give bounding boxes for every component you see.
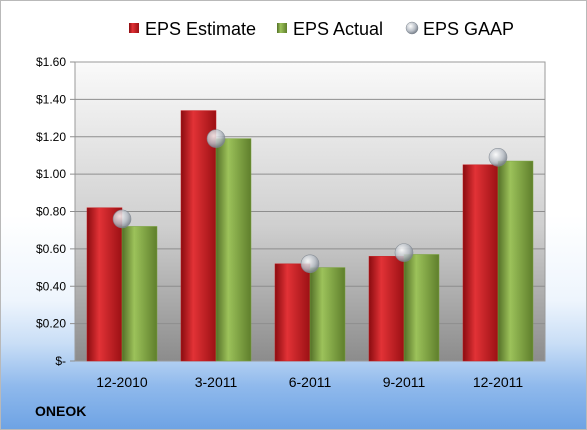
y-tick-label: $0.20 bbox=[36, 317, 66, 331]
eps-gaap-marker bbox=[300, 254, 320, 274]
eps-actual-bar bbox=[121, 226, 158, 362]
y-tick-label: $0.40 bbox=[36, 279, 66, 293]
bars bbox=[86, 110, 534, 362]
y-tick-label: $1.60 bbox=[36, 55, 66, 69]
y-tick-label: $1.00 bbox=[36, 167, 66, 181]
legend-eps-estimate: EPS Estimate bbox=[129, 19, 256, 39]
eps-actual-bar bbox=[497, 160, 534, 362]
y-tick-label: $0.60 bbox=[36, 242, 66, 256]
y-tick-label: $- bbox=[55, 354, 66, 368]
x-category-label: 12-2010 bbox=[96, 374, 148, 390]
legend-label: EPS GAAP bbox=[423, 19, 514, 39]
y-tick-label: $0.80 bbox=[36, 205, 66, 219]
x-category-label: 3-2011 bbox=[195, 374, 238, 390]
eps-actual-bar bbox=[403, 254, 440, 362]
legend-eps-gaap: EPS GAAP bbox=[405, 19, 514, 39]
legend-swatch bbox=[129, 23, 139, 33]
eps-gaap-marker bbox=[206, 129, 226, 148]
eps-estimate-bar bbox=[86, 207, 123, 362]
x-axis-labels: 12-2010 3-2011 6-2011 9-2011 12-2011 bbox=[96, 374, 523, 390]
legend-label: EPS Estimate bbox=[145, 19, 256, 39]
y-axis-ticks: $- $0.20 $0.40 $0.60 $0.80 $1.00 $1.20 $1.40 $1.… bbox=[36, 55, 75, 368]
y-tick-label: $1.40 bbox=[36, 92, 66, 106]
eps-actual-bar bbox=[215, 138, 252, 362]
eps-estimate-bar bbox=[274, 263, 311, 362]
y-tick-label: $1.20 bbox=[36, 130, 66, 144]
company-name: ONEOK bbox=[35, 403, 87, 419]
legend-label: EPS Actual bbox=[293, 19, 383, 39]
x-category-label: 6-2011 bbox=[289, 374, 332, 390]
gaap-markers bbox=[112, 129, 508, 274]
legend-swatch bbox=[277, 23, 287, 33]
x-category-label: 12-2011 bbox=[473, 374, 524, 390]
eps-actual-bar bbox=[309, 267, 346, 362]
legend-eps-actual: EPS Actual bbox=[277, 19, 383, 39]
eps-estimate-bar bbox=[180, 110, 217, 362]
eps-estimate-bar bbox=[462, 164, 499, 362]
legend-swatch bbox=[405, 21, 419, 35]
eps-estimate-bar bbox=[368, 256, 405, 362]
eps-gaap-marker bbox=[112, 209, 132, 229]
legend: EPS Estimate EPS Actual EPS GAAP bbox=[129, 19, 514, 39]
x-category-label: 9-2011 bbox=[383, 374, 426, 390]
eps-gaap-marker bbox=[394, 243, 414, 262]
eps-gaap-marker bbox=[488, 148, 508, 167]
